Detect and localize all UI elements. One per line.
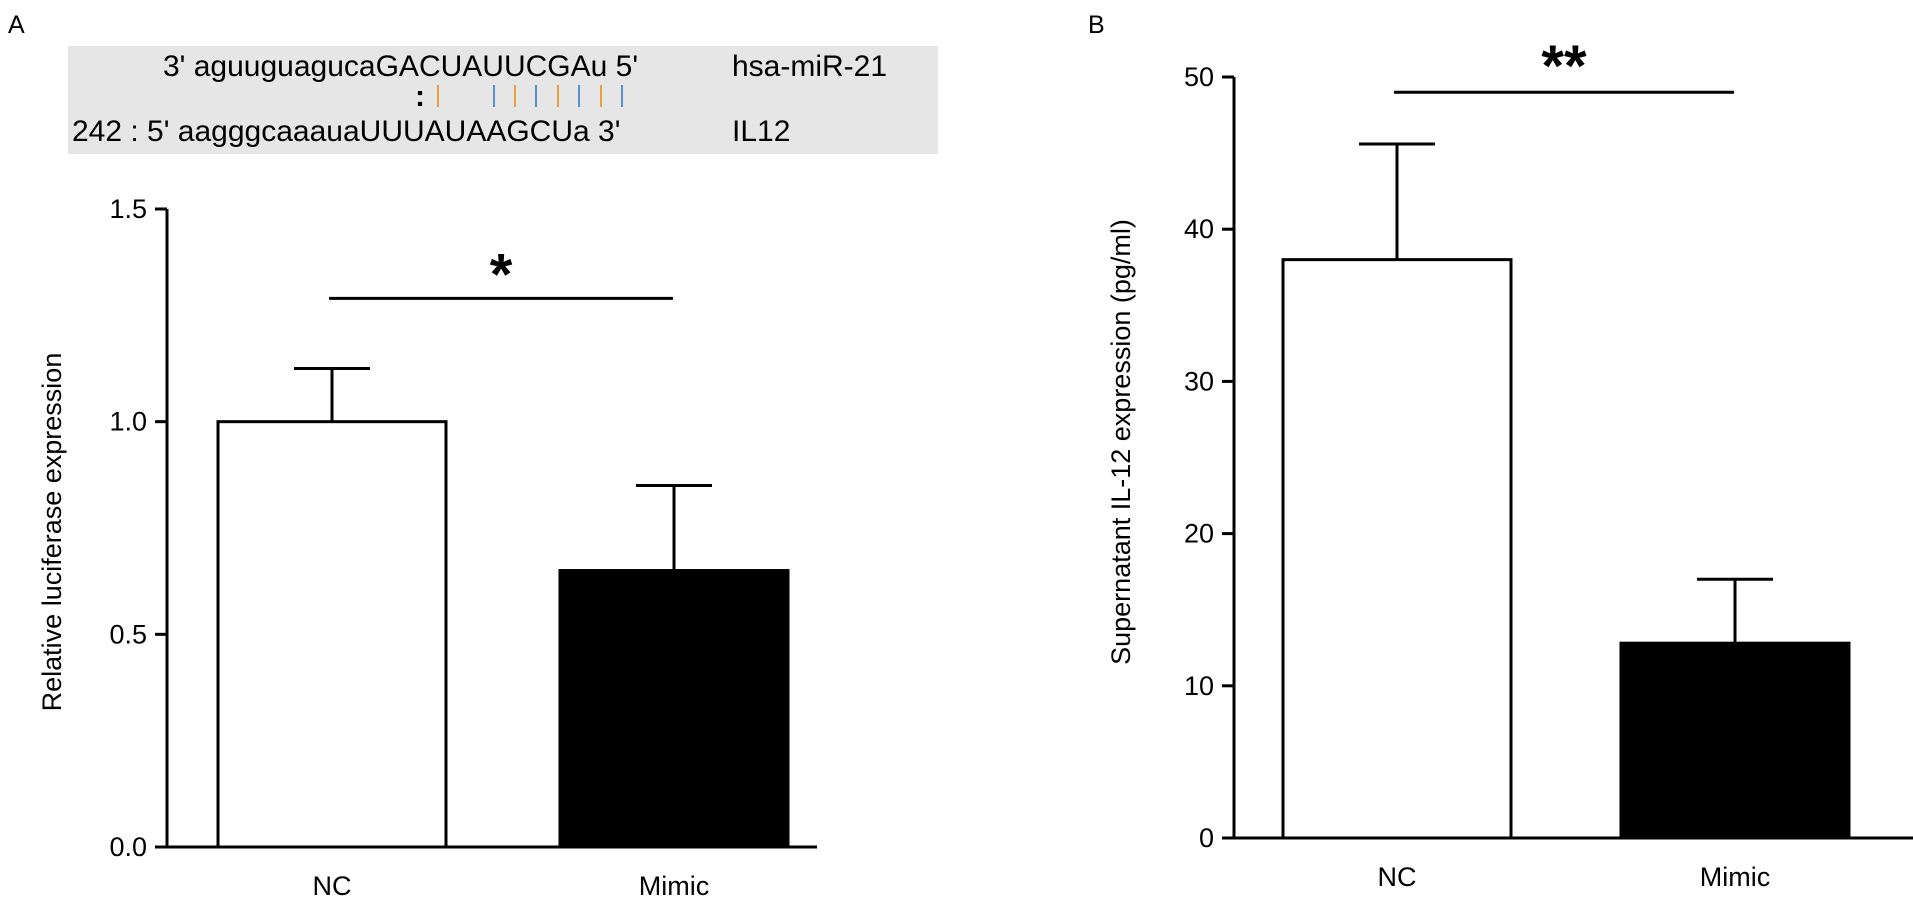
chart-a-significance: *	[490, 242, 513, 307]
chart-b: Supernatant IL-12 expression (pg/ml) ** …	[1106, 34, 1913, 892]
bar-mimic	[558, 569, 790, 849]
target-sequence: 242 : 5' aagggcaaauaUUUAUAAGCUa 3'	[72, 115, 620, 148]
panel-b-letter: B	[1088, 11, 1105, 39]
mirna-name: hsa-miR-21	[732, 50, 887, 83]
mirna-sequence: 3' aguuguagucaGACUAUUCGAu 5'	[163, 50, 638, 83]
sequence-alignment: 3' aguuguagucaGACUAUUCGAu 5' hsa-miR-21 …	[68, 46, 938, 154]
match-colon: :	[415, 80, 425, 113]
y-tick-label: 0.0	[109, 832, 147, 862]
category-label-mimic: Mimic	[639, 871, 709, 901]
sequence-box	[68, 46, 938, 154]
panel-a-letter: A	[8, 11, 25, 39]
y-tick-label: 10	[1184, 671, 1214, 701]
y-tick-label: 20	[1184, 519, 1214, 549]
y-tick-label: 50	[1184, 62, 1214, 92]
chart-b-ylabel: Supernatant IL-12 expression (pg/ml)	[1106, 219, 1136, 665]
y-tick-label: 1.5	[109, 194, 147, 224]
target-name: IL12	[732, 115, 790, 148]
category-label-nc: NC	[313, 871, 352, 901]
y-tick-label: 0	[1199, 823, 1214, 853]
category-label-mimic: Mimic	[1700, 862, 1770, 892]
chart-b-significance: **	[1541, 34, 1587, 99]
bar-nc	[1281, 258, 1513, 840]
chart-a-ylabel: Relative luciferase expression	[37, 353, 67, 712]
y-tick-label: 0.5	[109, 619, 147, 649]
bar-nc	[216, 420, 448, 849]
y-tick-label: 40	[1184, 214, 1214, 244]
category-label-nc: NC	[1378, 862, 1417, 892]
base-pair-marks	[437, 85, 623, 107]
chart-a: Relative luciferase expression * NC Mimic…	[37, 194, 817, 901]
y-tick-label: 30	[1184, 366, 1214, 396]
bar-mimic	[1619, 641, 1851, 840]
y-tick-label: 1.0	[109, 407, 147, 437]
